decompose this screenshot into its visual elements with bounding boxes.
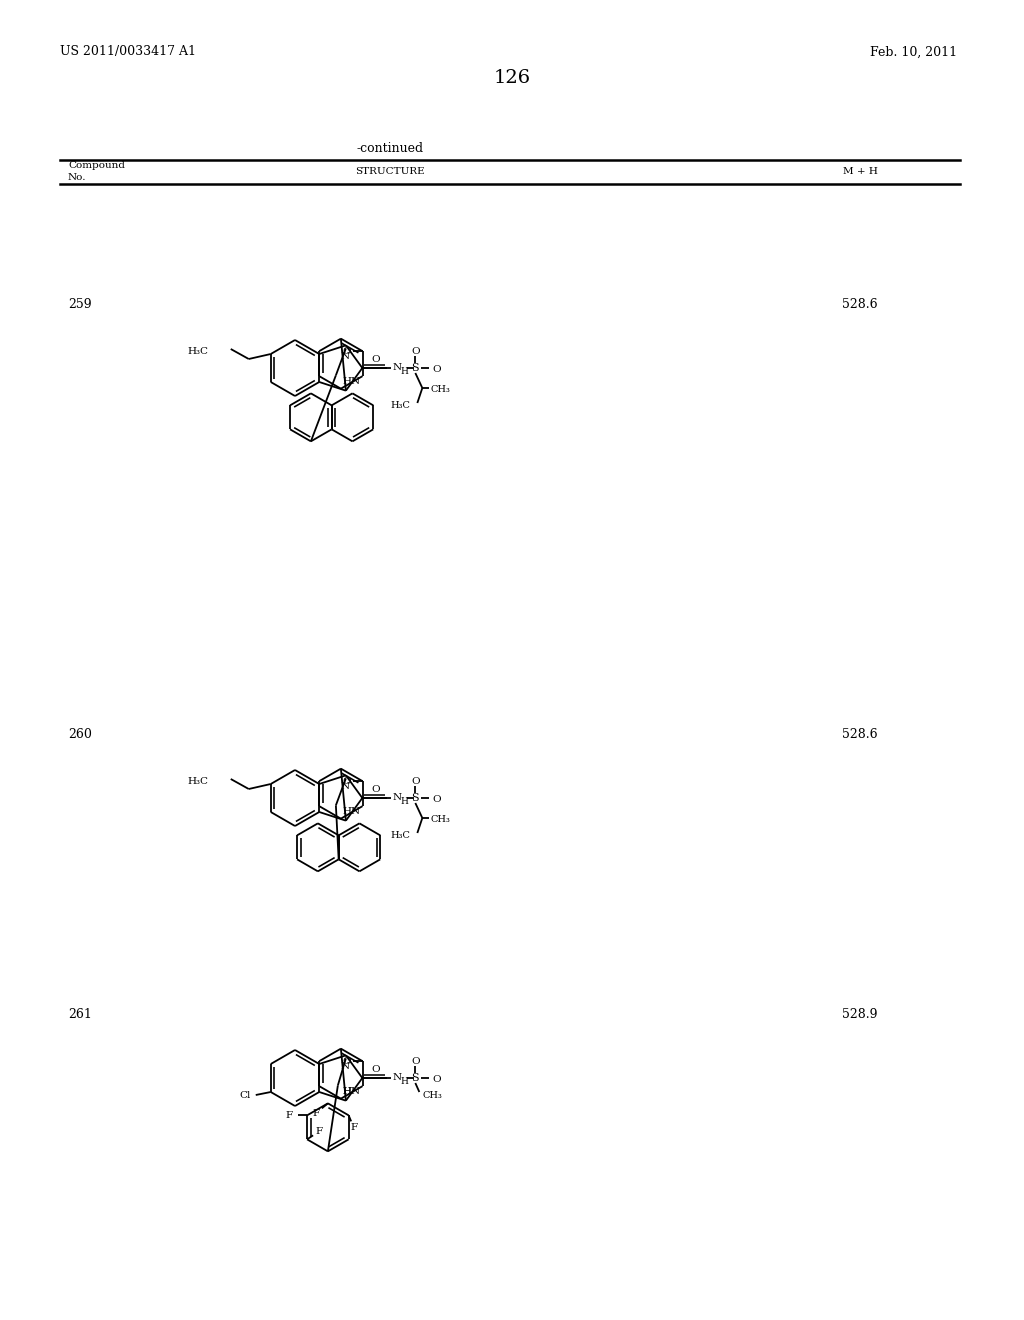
Text: 528.6: 528.6 [842,729,878,742]
Text: N: N [340,352,349,362]
Text: HN: HN [343,376,361,385]
Text: 259: 259 [68,298,91,312]
Text: Cl: Cl [240,1090,251,1100]
Text: F: F [350,1123,357,1131]
Text: S: S [412,793,419,803]
Text: O: O [411,347,420,356]
Text: No.: No. [68,173,86,181]
Text: HN: HN [343,807,361,816]
Text: F: F [315,1127,323,1135]
Text: O: O [372,355,380,363]
Text: O: O [372,784,380,793]
Text: O: O [432,1076,441,1085]
Text: O: O [342,347,351,355]
Text: N: N [340,783,349,792]
Text: 528.6: 528.6 [842,298,878,312]
Text: N: N [392,1073,401,1082]
Text: US 2011/0033417 A1: US 2011/0033417 A1 [60,45,196,58]
Text: CH₃: CH₃ [430,816,451,825]
Text: H₃C: H₃C [187,776,209,785]
Text: H: H [400,1077,409,1086]
Text: H: H [400,367,409,376]
Text: N: N [340,1063,349,1072]
Text: O: O [432,796,441,804]
Text: HN: HN [343,1086,361,1096]
Text: H: H [343,1086,352,1096]
Text: M + H: M + H [843,168,878,177]
Text: H₃C: H₃C [390,401,411,411]
Text: H₃C: H₃C [390,832,411,841]
Text: STRUCTURE: STRUCTURE [355,168,425,177]
Text: Compound: Compound [68,161,125,169]
Text: 260: 260 [68,729,92,742]
Text: H₃C: H₃C [187,346,209,355]
Text: S: S [412,1073,419,1082]
Text: O: O [411,777,420,787]
Text: H: H [400,797,409,807]
Text: O: O [342,1056,351,1065]
Text: Feb. 10, 2011: Feb. 10, 2011 [870,45,957,58]
Text: F: F [286,1111,293,1119]
Text: O: O [342,776,351,785]
Text: N: N [392,793,401,803]
Text: CH₃: CH₃ [430,385,451,395]
Text: O: O [411,1057,420,1067]
Text: F: F [312,1109,319,1118]
Text: CH₃: CH₃ [422,1092,442,1101]
Text: N: N [392,363,401,372]
Text: O: O [372,1064,380,1073]
Text: S: S [412,363,419,374]
Text: 528.9: 528.9 [843,1008,878,1022]
Text: -continued: -continued [356,141,424,154]
Text: 126: 126 [494,69,530,87]
Text: 261: 261 [68,1008,92,1022]
Text: O: O [432,366,441,375]
